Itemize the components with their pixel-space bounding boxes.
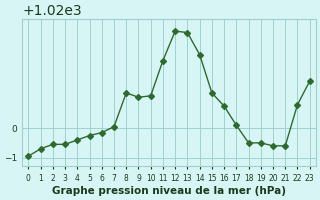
X-axis label: Graphe pression niveau de la mer (hPa): Graphe pression niveau de la mer (hPa) (52, 186, 286, 196)
